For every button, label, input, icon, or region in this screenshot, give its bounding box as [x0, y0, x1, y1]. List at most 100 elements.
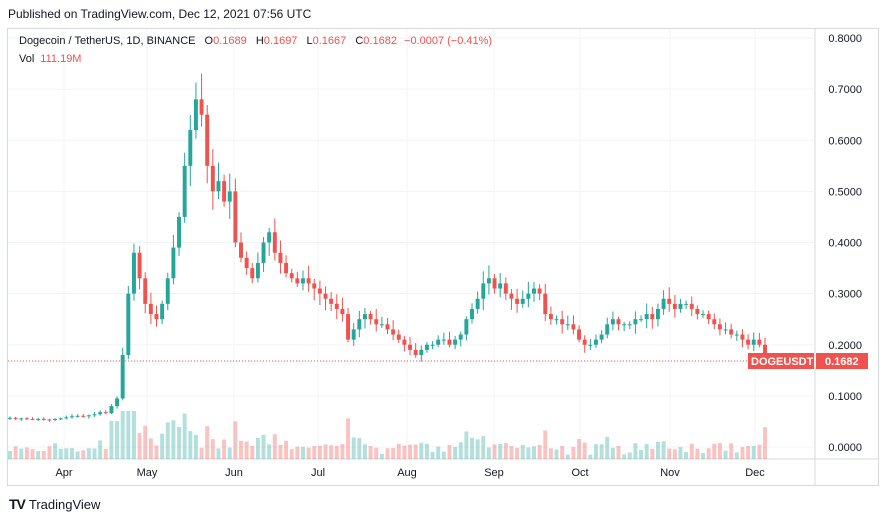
volume-bar: [216, 448, 221, 459]
volume-bar: [650, 448, 655, 459]
volume-bar: [413, 444, 418, 459]
candle-body: [64, 417, 69, 419]
legend-symbol[interactable]: Dogecoin / TetherUS, 1D, BINANCE: [19, 35, 196, 47]
y-tick-label: 0.1000: [828, 391, 862, 403]
candle-body: [385, 324, 390, 330]
candle-body: [148, 303, 153, 315]
candle-body: [639, 319, 644, 321]
volume-bar: [182, 413, 187, 459]
y-tick-label: 0.2000: [828, 340, 862, 352]
candle-body: [430, 344, 435, 346]
candle-body: [655, 308, 660, 320]
candle-body: [571, 324, 576, 330]
volume-bar: [740, 447, 745, 459]
candle-body: [543, 293, 548, 315]
candle-body: [763, 344, 767, 362]
legend-close-key: C: [355, 35, 364, 47]
tradingview-logo-icon[interactable]: TV: [9, 496, 26, 512]
volume-bar: [86, 448, 91, 459]
y-tick-label: 0.7000: [828, 84, 862, 96]
volume-bar: [98, 440, 103, 459]
volume-bar: [385, 448, 390, 459]
volume-bar: [644, 444, 649, 459]
volume-bar: [177, 426, 182, 459]
y-tick-label: 0.8000: [828, 33, 862, 45]
volume-bar: [70, 448, 74, 459]
volume-bar: [160, 433, 165, 459]
time-axis: Apr May Jun Jul Aug Sep Oct Nov Dec: [55, 467, 765, 479]
candle-body: [396, 334, 401, 340]
candle-body: [267, 232, 272, 243]
candle-body: [593, 339, 598, 345]
volume-bar: [222, 439, 227, 459]
candle-body: [689, 303, 694, 309]
candle-body: [233, 191, 238, 243]
candle-body: [701, 314, 705, 316]
footer-brand[interactable]: TradingView: [28, 496, 101, 512]
candle-body: [565, 324, 570, 326]
volume-bar: [486, 447, 491, 459]
volume-bar: [622, 454, 627, 459]
candle-body: [475, 298, 480, 309]
candle-body: [610, 319, 615, 325]
chart-frame[interactable]: [7, 28, 879, 486]
candle-body: [115, 398, 120, 407]
candle-body: [261, 242, 266, 263]
candle-body: [532, 288, 536, 294]
volume-bar: [492, 444, 497, 459]
candle-body: [227, 191, 232, 202]
candle-body: [53, 418, 58, 420]
candle-body: [36, 418, 41, 420]
volume-bar: [734, 452, 739, 459]
candle-body: [717, 324, 722, 330]
volume-bar: [689, 443, 694, 459]
volume-bar: [109, 420, 114, 459]
volume-bar: [148, 438, 153, 459]
grid: [8, 29, 878, 485]
candle-body: [239, 242, 243, 258]
candle-body: [402, 339, 407, 345]
volume-bar: [374, 447, 379, 459]
volume-bar: [289, 449, 294, 459]
candle-body: [295, 278, 300, 284]
candle-body: [154, 314, 159, 320]
candle-body: [661, 298, 666, 309]
legend-open-key: O: [204, 35, 214, 47]
volume-bar: [588, 454, 593, 459]
candle-body: [278, 252, 283, 263]
volume-bar: [205, 426, 210, 459]
volume-bar: [329, 445, 334, 459]
candle-body: [222, 181, 227, 202]
candle-body: [509, 293, 514, 299]
volume-bar: [47, 446, 52, 459]
volume-bar: [137, 433, 142, 459]
candle-body: [684, 303, 689, 305]
candle-body: [81, 415, 86, 417]
volume-bar: [509, 445, 514, 459]
candle-body: [8, 417, 12, 419]
volume-bar: [763, 427, 767, 459]
legend-high: 0.1697: [263, 35, 298, 47]
volume-bar: [357, 438, 362, 459]
candle-body: [644, 314, 649, 320]
candle-body: [210, 165, 215, 192]
x-tick-label: Oct: [571, 467, 588, 479]
candle-body: [357, 319, 362, 330]
volume-bar: [64, 448, 69, 459]
volume-bar: [498, 444, 503, 459]
volume-bar: [616, 445, 621, 459]
candle-body: [391, 329, 396, 335]
candle-body: [419, 349, 424, 355]
volume-bar: [340, 444, 345, 459]
candle-body: [165, 278, 170, 304]
candle-body: [216, 181, 221, 192]
candle-body: [441, 339, 446, 341]
candle-body: [554, 319, 559, 321]
candle-body: [47, 419, 52, 421]
candle-body: [13, 417, 18, 419]
volume-bar: [81, 450, 86, 459]
volume-bar: [667, 448, 672, 459]
candle-body: [171, 247, 176, 279]
volume-bar: [334, 446, 339, 459]
